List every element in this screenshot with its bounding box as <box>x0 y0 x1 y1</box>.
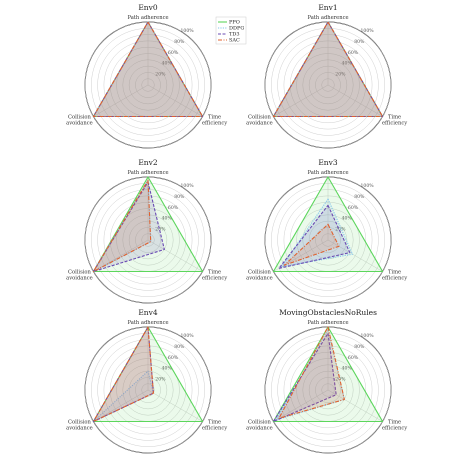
tick-label: 80% <box>354 39 365 45</box>
tick-label: 40% <box>162 366 173 372</box>
radar-panel-5: MovingObstaclesNoRules 20% 40% 60% 80% 100% Pa… <box>246 308 407 454</box>
legend-label-td3: TD3 <box>229 32 240 38</box>
panel-title: Env3 <box>318 158 338 167</box>
axis-label-path-adherence: Path adherence <box>127 15 168 21</box>
tick-label: 40% <box>162 61 173 67</box>
radar-panel-2: Env2 20% 40% 60% 80% 100% Path adherence Time ef… <box>66 158 227 304</box>
tick-label: 40% <box>342 61 353 67</box>
axis-label-time-efficiency: Time efficiency <box>202 270 227 282</box>
axis-label-collision-avoidance: Collision avoidance <box>246 115 273 127</box>
axis-label-collision-avoidance: Collision avoidance <box>246 420 273 432</box>
tick-label: 60% <box>348 50 359 56</box>
axis-spoke <box>327 239 383 272</box>
series-ppo <box>92 176 204 273</box>
panel-title: Env0 <box>138 3 158 12</box>
axis-spoke <box>273 389 329 422</box>
axis-label-time-efficiency: Time efficiency <box>382 420 407 432</box>
tick-label: 20% <box>335 227 346 233</box>
tick-label: 20% <box>335 377 346 383</box>
axis-label-collision-avoidance: Collision avoidance <box>66 420 93 432</box>
legend-label-sac: SAC <box>229 38 240 44</box>
axis-label-collision-avoidance: Collision avoidance <box>66 115 93 127</box>
tick-label: 20% <box>155 227 166 233</box>
axis-spoke <box>327 389 383 422</box>
tick-label: 60% <box>168 355 179 361</box>
tick-label: 60% <box>168 50 179 56</box>
tick-label: 100% <box>361 28 375 34</box>
panel-title: Env2 <box>138 158 158 167</box>
axis-label-path-adherence: Path adherence <box>127 170 168 176</box>
axis-label-time-efficiency: Time efficiency <box>382 115 407 127</box>
radar-panel-4: Env4 20% 40% 60% 80% 100% Path adherence Time ef… <box>66 308 227 454</box>
tick-label: 80% <box>174 344 185 350</box>
series-sac <box>92 326 155 423</box>
series-sac <box>92 179 152 273</box>
axis-label-path-adherence: Path adherence <box>127 320 168 326</box>
tick-label: 20% <box>155 377 166 383</box>
tick-label: 40% <box>342 366 353 372</box>
axis-spoke <box>273 84 329 117</box>
panel-title: Env4 <box>138 308 158 317</box>
axis-spoke <box>147 239 203 272</box>
series-ppo <box>272 326 384 423</box>
axis-label-time-efficiency: Time efficiency <box>202 420 227 432</box>
axis-spoke <box>327 84 383 117</box>
axis-label-collision-avoidance: Collision avoidance <box>246 270 273 282</box>
tick-label: 80% <box>354 344 365 350</box>
radar-panel-0: Env0 20% 40% 60% 80% 100% Path adherence Time ef… <box>66 3 227 149</box>
axis-label-time-efficiency: Time efficiency <box>382 270 407 282</box>
axis-label-time-efficiency: Time efficiency <box>202 115 227 127</box>
series-sac <box>278 326 345 419</box>
series-sac <box>283 223 340 266</box>
axis-label-path-adherence: Path adherence <box>307 320 348 326</box>
series-sac <box>92 21 204 118</box>
panel-title: MovingObstaclesNoRules <box>279 308 377 317</box>
axis-spoke <box>93 84 149 117</box>
axis-spoke <box>147 84 203 117</box>
axis-spoke <box>273 239 329 272</box>
series-ddpg <box>281 198 354 268</box>
tick-label: 40% <box>342 216 353 222</box>
series-sac <box>272 21 384 118</box>
axis-spoke <box>93 389 149 422</box>
tick-label: 60% <box>348 205 359 211</box>
tick-label: 60% <box>168 205 179 211</box>
panel-title: Env1 <box>318 3 337 12</box>
tick-label: 20% <box>155 72 166 78</box>
axis-label-path-adherence: Path adherence <box>307 15 348 21</box>
tick-label: 100% <box>361 333 375 339</box>
tick-label: 80% <box>174 39 185 45</box>
tick-label: 80% <box>354 194 365 200</box>
radar-panel-3: Env3 20% 40% 60% 80% 100% Path adherence Time ef… <box>246 158 407 304</box>
axis-label-collision-avoidance: Collision avoidance <box>66 270 93 282</box>
tick-label: 100% <box>181 28 195 34</box>
tick-label: 100% <box>361 183 375 189</box>
legend-label-ppo: PPO <box>229 20 240 26</box>
axis-spoke <box>147 389 203 422</box>
tick-label: 80% <box>174 194 185 200</box>
radar-panel-1: Env1 20% 40% 60% 80% 100% Path adherence Time ef… <box>246 3 407 149</box>
tick-label: 100% <box>181 183 195 189</box>
tick-label: 40% <box>162 216 173 222</box>
tick-label: 100% <box>181 333 195 339</box>
tick-label: 60% <box>348 355 359 361</box>
axis-label-path-adherence: Path adherence <box>307 170 348 176</box>
series-ddpg <box>275 329 345 421</box>
legend-label-ddpg: DDPG <box>229 26 244 32</box>
tick-label: 20% <box>335 72 346 78</box>
